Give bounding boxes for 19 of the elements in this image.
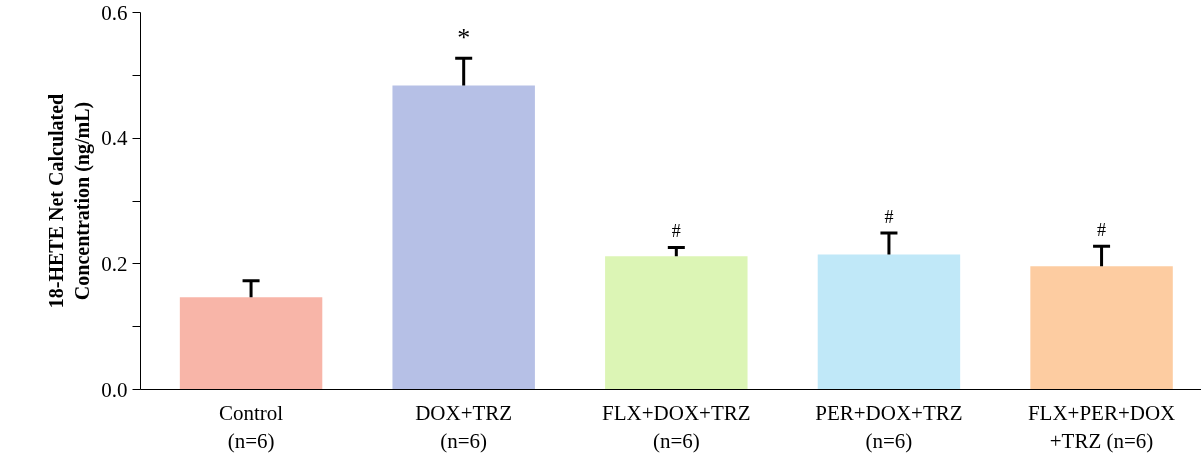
bar <box>1030 266 1173 390</box>
bar <box>817 254 961 390</box>
bar <box>605 256 748 390</box>
x-tick-label: Control (n=6) <box>218 400 284 454</box>
annotation: # <box>671 221 681 242</box>
x-tick-label: FLX+DOX+TRZ (n=6) <box>602 400 751 454</box>
annotation: * <box>457 23 471 53</box>
y-tick-label: 0.0 <box>101 377 128 402</box>
x-tick-label: PER+DOX+TRZ (n=6) <box>815 400 963 454</box>
bar <box>392 85 535 390</box>
y-tick-label: 0.6 <box>101 0 128 25</box>
x-tick-label: FLX+PER+DOX +TRZ (n=6) <box>1027 400 1176 454</box>
y-tick-label: 0.2 <box>101 251 128 276</box>
y-axis-title: 18-HETE Net Calculated Concentration (ng/mL) <box>44 93 95 309</box>
x-tick-label: DOX+TRZ (n=6) <box>415 400 513 454</box>
bar <box>179 297 323 390</box>
annotation: # <box>1097 220 1107 241</box>
annotation: # <box>884 207 894 228</box>
y-tick-label: 0.4 <box>101 126 128 151</box>
